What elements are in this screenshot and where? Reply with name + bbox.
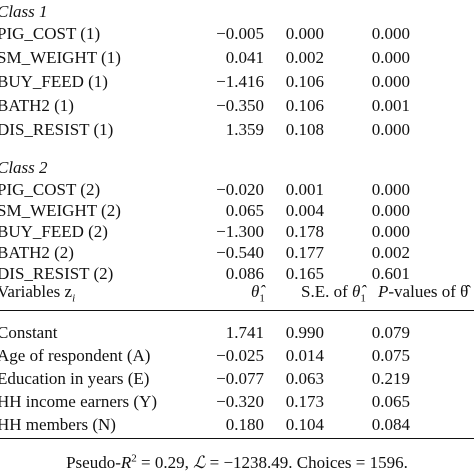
header-variables: Variables zi	[0, 282, 76, 305]
header-pvalues: P-values of θ̂	[378, 282, 469, 301]
standard-error: 0.990	[285, 323, 324, 342]
class1-row: SM_WEIGHT (1) 0.041 0.002 0.000	[0, 49, 474, 71]
model-fit-footer: Pseudo-R2 = 0.29, ℒ = −1238.49. Choices …	[66, 452, 408, 472]
coefficient: −0.020	[216, 180, 264, 199]
coefficient: −0.077	[216, 369, 264, 388]
coefficient: −0.540	[216, 243, 264, 262]
covariate-row: HH income earners (Y) −0.320 0.173 0.065	[0, 393, 474, 415]
p-value: 0.075	[371, 346, 410, 365]
coefficient: −1.416	[216, 72, 264, 91]
standard-error: 0.002	[285, 48, 324, 67]
class1-heading-row: Class 1	[0, 3, 474, 25]
standard-error: 0.063	[285, 369, 324, 388]
variable-name: HH members (N)	[0, 415, 116, 434]
header-theta: θ̂1	[251, 282, 265, 305]
variable-name: PIG_COST (1)	[0, 24, 101, 43]
coefficient: −0.025	[216, 346, 264, 365]
variable-name: Education in years (E)	[0, 369, 150, 388]
variable-name: HH income earners (Y)	[0, 392, 158, 411]
coefficient: −0.005	[216, 24, 264, 43]
standard-error: 0.000	[285, 24, 324, 43]
bottom-rule	[0, 438, 474, 439]
variable-name: SM_WEIGHT (1)	[0, 48, 121, 67]
variable-name: DIS_RESIST (1)	[0, 120, 114, 139]
coefficient: 0.086	[225, 264, 264, 283]
coefficient: 0.041	[225, 48, 264, 67]
p-value: 0.219	[371, 369, 410, 388]
standard-error: 0.004	[285, 201, 324, 220]
covariate-row: Age of respondent (A) −0.025 0.014 0.075	[0, 347, 474, 369]
p-value: 0.000	[371, 48, 410, 67]
standard-error: 0.001	[285, 180, 324, 199]
variable-name: BATH2 (1)	[0, 96, 74, 115]
covariate-row: Constant 1.741 0.990 0.079	[0, 324, 474, 346]
coefficient: 0.180	[225, 415, 264, 434]
coefficient: 1.741	[225, 323, 264, 342]
p-value: 0.000	[371, 72, 410, 91]
class1-row: DIS_RESIST (1) 1.359 0.108 0.000	[0, 121, 474, 143]
standard-error: 0.178	[285, 222, 324, 241]
standard-error: 0.014	[285, 346, 324, 365]
covariate-header-row: Variables zi θ̂1 S.E. of θ̂1 P-values of…	[0, 283, 474, 305]
p-value: 0.000	[371, 24, 410, 43]
covariate-row: Education in years (E) −0.077 0.063 0.219	[0, 370, 474, 392]
class2-row: SM_WEIGHT (2) 0.065 0.004 0.000	[0, 202, 474, 224]
coefficient: −0.320	[216, 392, 264, 411]
p-value: 0.002	[371, 243, 410, 262]
standard-error: 0.108	[285, 120, 324, 139]
p-value: 0.065	[371, 392, 410, 411]
p-value: 0.000	[371, 120, 410, 139]
variable-name: BATH2 (2)	[0, 243, 74, 262]
variable-name: PIG_COST (2)	[0, 180, 101, 199]
coefficient: −1.300	[216, 222, 264, 241]
standard-error: 0.106	[285, 72, 324, 91]
class1-row: PIG_COST (1) −0.005 0.000 0.000	[0, 25, 474, 47]
variable-name: Constant	[0, 323, 58, 342]
p-value: 0.000	[371, 201, 410, 220]
p-value: 0.001	[371, 96, 410, 115]
class2-row: BUY_FEED (2) −1.300 0.178 0.000	[0, 223, 474, 245]
p-value: 0.079	[371, 323, 410, 342]
class2-row: DIS_RESIST (2) 0.086 0.165 0.601	[0, 265, 474, 287]
standard-error: 0.104	[285, 415, 324, 434]
standard-error: 0.177	[285, 243, 324, 262]
standard-error: 0.106	[285, 96, 324, 115]
p-value: 0.601	[371, 264, 410, 283]
variable-name: Age of respondent (A)	[0, 346, 151, 365]
coefficient: −0.350	[216, 96, 264, 115]
class2-row: PIG_COST (2) −0.020 0.001 0.000	[0, 181, 474, 203]
standard-error: 0.173	[285, 392, 324, 411]
variable-name: BUY_FEED (2)	[0, 222, 108, 241]
class2-heading-row: Class 2	[0, 159, 474, 181]
class1-row: BATH2 (1) −0.350 0.106 0.001	[0, 97, 474, 119]
p-value: 0.084	[371, 415, 410, 434]
header-se: S.E. of θ̂1	[301, 282, 366, 305]
standard-error: 0.165	[285, 264, 324, 283]
class2-row: BATH2 (2) −0.540 0.177 0.002	[0, 244, 474, 266]
covariate-row: HH members (N) 0.180 0.104 0.084	[0, 416, 474, 438]
class1-title: Class 1	[0, 2, 48, 21]
coefficient: 1.359	[225, 120, 264, 139]
p-value: 0.000	[371, 222, 410, 241]
class1-row: BUY_FEED (1) −1.416 0.106 0.000	[0, 73, 474, 95]
header-rule	[0, 310, 474, 311]
coefficient: 0.065	[225, 201, 264, 220]
p-value: 0.000	[371, 180, 410, 199]
class2-title: Class 2	[0, 158, 48, 177]
variable-name: SM_WEIGHT (2)	[0, 201, 121, 220]
variable-name: DIS_RESIST (2)	[0, 264, 114, 283]
variable-name: BUY_FEED (1)	[0, 72, 108, 91]
